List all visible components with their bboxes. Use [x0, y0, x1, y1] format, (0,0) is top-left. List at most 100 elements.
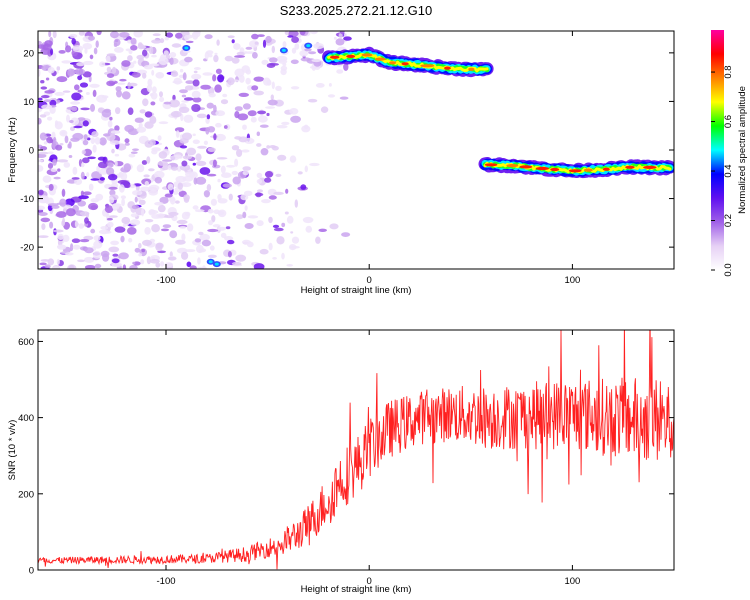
noise-blob — [96, 31, 102, 36]
noise-blob — [160, 228, 170, 232]
noise-blob — [127, 82, 138, 87]
noise-blob — [186, 261, 192, 268]
noise-blob — [311, 58, 322, 63]
noise-blob — [47, 162, 54, 169]
noise-blob — [38, 189, 44, 196]
noise-blob — [69, 33, 78, 39]
noise-blob — [106, 66, 112, 73]
noise-blob — [189, 265, 197, 269]
noise-blob — [148, 168, 155, 172]
noise-blob — [38, 151, 49, 155]
noise-blob — [136, 54, 145, 60]
noise-blob — [156, 213, 166, 219]
noise-blob — [148, 46, 154, 54]
noise-blob — [146, 156, 151, 164]
noise-blob — [282, 62, 287, 67]
noise-blob — [315, 83, 325, 88]
x-tick-label: 0 — [367, 576, 372, 587]
noise-blob — [81, 162, 85, 168]
noise-blob — [208, 92, 216, 98]
noise-blob — [343, 62, 349, 71]
y-tick-label: 20 — [23, 48, 34, 59]
noise-blob — [55, 144, 63, 151]
noise-blob — [69, 120, 74, 123]
noise-blob — [164, 37, 169, 41]
noise-blob — [261, 59, 269, 65]
noise-blob — [144, 111, 153, 118]
noise-blob — [108, 174, 118, 181]
noise-blob — [242, 211, 247, 219]
y-tick-label: 0 — [29, 146, 34, 157]
noise-blob — [130, 213, 138, 218]
noise-blob — [196, 266, 207, 269]
noise-blob — [216, 157, 228, 160]
noise-blob — [159, 196, 169, 204]
y-tick-label: 0 — [29, 566, 34, 577]
noise-blob — [142, 239, 152, 246]
upper-track-peak — [330, 55, 340, 59]
noise-blob — [257, 110, 267, 115]
noise-blob — [77, 75, 83, 81]
noise-blob — [77, 117, 86, 121]
noise-blob — [297, 171, 303, 175]
noise-blob — [256, 34, 265, 37]
colorbar-tick-label: 0.0 — [723, 263, 734, 276]
noise-blob — [273, 191, 284, 195]
noise-blob — [256, 172, 263, 178]
noise-blob — [65, 252, 74, 256]
noise-blob — [68, 155, 73, 158]
noise-blob — [38, 195, 48, 204]
noise-blob — [244, 205, 248, 211]
noise-blob — [87, 156, 96, 160]
noise-blob — [254, 41, 259, 45]
noise-blob — [65, 45, 72, 53]
noise-blob — [171, 43, 182, 48]
noise-blob — [264, 177, 272, 183]
noise-blob — [192, 205, 199, 210]
noise-blob — [90, 198, 100, 203]
noise-blob — [71, 177, 80, 180]
noise-blob — [128, 153, 136, 158]
noise-blob — [46, 136, 54, 144]
noise-blob — [199, 167, 211, 175]
noise-blob — [90, 137, 96, 144]
noise-blob — [179, 145, 188, 149]
noise-blob — [95, 40, 99, 48]
noise-blob — [105, 55, 111, 63]
noise-blob — [44, 264, 51, 269]
noise-blob — [183, 194, 190, 201]
noise-blob — [232, 176, 241, 185]
noise-blob — [240, 194, 249, 201]
noise-blob — [124, 183, 131, 189]
noise-blob — [155, 72, 165, 79]
noise-blob — [120, 235, 125, 243]
noise-blob — [108, 196, 115, 204]
noise-blob — [78, 31, 85, 36]
noise-hotspot-core — [306, 44, 311, 48]
noise-blob — [67, 264, 77, 269]
noise-blob — [74, 84, 80, 91]
noise-blob — [231, 170, 238, 176]
noise-blob — [38, 165, 44, 172]
noise-blob — [207, 147, 216, 152]
noise-blob — [40, 86, 48, 90]
noise-blob — [59, 143, 64, 146]
snr-axes: -100 0 100 0 200 400 600 — [18, 330, 674, 587]
noise-blob — [107, 221, 114, 228]
noise-blob — [167, 183, 174, 191]
noise-blob — [131, 72, 141, 78]
noise-blob — [327, 94, 336, 98]
noise-blob — [254, 192, 264, 197]
noise-blob — [141, 248, 145, 253]
noise-blob — [152, 86, 157, 93]
spectrogram-xlabel: Height of straight line (km) — [301, 285, 412, 296]
noise-blob — [70, 117, 80, 126]
noise-blob — [50, 48, 54, 56]
noise-blob — [98, 107, 103, 113]
noise-blob — [141, 160, 148, 165]
noise-blob — [265, 106, 276, 109]
noise-blob — [137, 43, 145, 50]
noise-blob — [343, 33, 347, 37]
noise-blob — [186, 147, 197, 156]
noise-blob — [208, 53, 213, 58]
